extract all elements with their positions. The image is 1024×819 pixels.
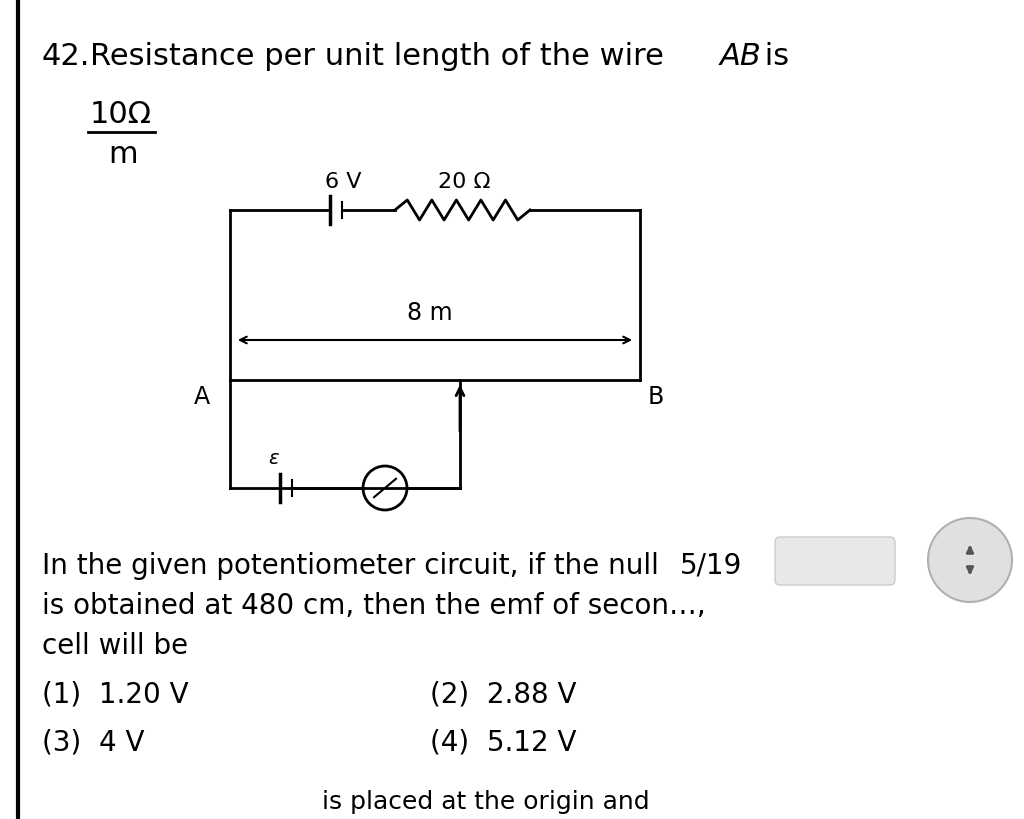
FancyBboxPatch shape	[775, 537, 895, 585]
Text: (4)  5.12 V: (4) 5.12 V	[430, 728, 577, 756]
Text: cell will be: cell will be	[42, 632, 188, 660]
Text: 6 V: 6 V	[325, 172, 361, 192]
Text: m: m	[108, 140, 137, 169]
Text: 20 Ω: 20 Ω	[438, 172, 490, 192]
Text: B: B	[648, 385, 665, 409]
Text: is obtained at 480 cm, then the emf of secon…,: is obtained at 480 cm, then the emf of s…	[42, 592, 706, 620]
Text: AB: AB	[720, 42, 762, 71]
Text: is placed at the origin and: is placed at the origin and	[42, 790, 649, 814]
Text: A: A	[194, 385, 210, 409]
Text: 8 m: 8 m	[408, 301, 453, 325]
Text: (2)  2.88 V: (2) 2.88 V	[430, 680, 577, 708]
Text: 10Ω: 10Ω	[90, 100, 152, 129]
Text: (1)  1.20 V: (1) 1.20 V	[42, 680, 188, 708]
Text: 5/19: 5/19	[680, 552, 742, 580]
Text: is: is	[755, 42, 790, 71]
Text: In the given potentiometer circuit, if the null: In the given potentiometer circuit, if t…	[42, 552, 677, 580]
Circle shape	[928, 518, 1012, 602]
Text: ε: ε	[268, 449, 279, 468]
Text: (3)  4 V: (3) 4 V	[42, 728, 144, 756]
Text: Resistance per unit length of the wire: Resistance per unit length of the wire	[90, 42, 674, 71]
Text: 42.: 42.	[42, 42, 90, 71]
